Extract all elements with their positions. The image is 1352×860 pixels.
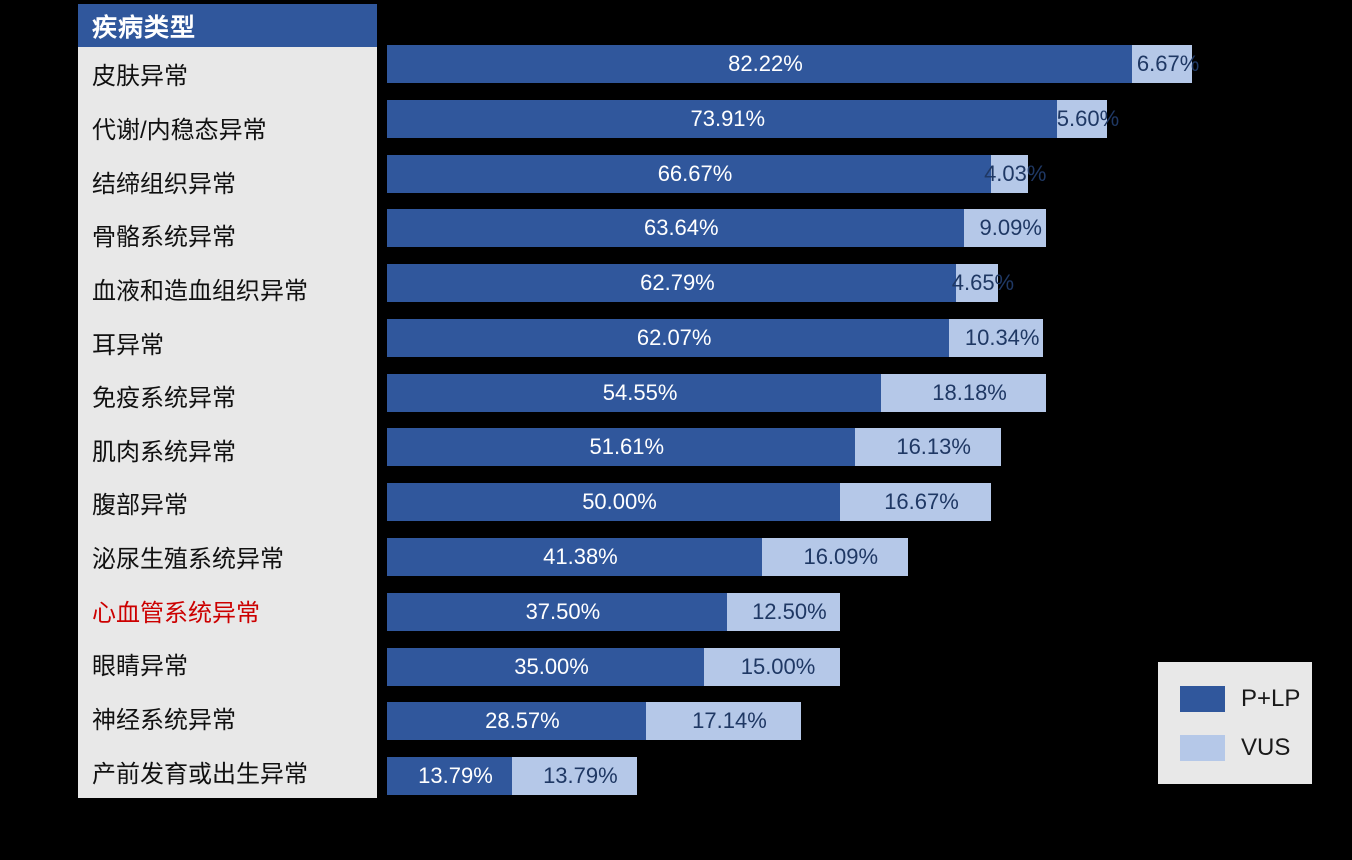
category-label: 产前发育或出生异常 [92,760,308,788]
bars-area: 82.22% 6.67% 73.91% 5.60% 66.67% 4.03% 63.64% 9… [387,45,1293,812]
bar-segment-P+LP: 13.79% [387,757,512,796]
value-label-P+LP: 28.57% [485,708,560,734]
bar-row: 66.67% 4.03% [387,154,1293,210]
value-label-VUS: 6.67% [1136,51,1200,76]
bar-segment-VUS: 9.09% [963,209,1046,248]
category-label: 代谢/内稳态异常 [92,116,267,144]
value-label-VUS: 16.13% [896,434,971,460]
value-label-P+LP: 73.91% [690,105,766,131]
bar-row: 37.50% 12.50% [387,592,1293,648]
bar-row: 62.79% 4.65% [387,264,1293,319]
legend-label-vus: VUS [1241,733,1291,761]
bar-segment-P+LP: 73.91% [387,99,1057,138]
bar-segment-P+LP: 51.61% [387,428,855,467]
bar-segment-P+LP: 62.79% [387,264,956,303]
plp-swatch-icon [1180,685,1225,712]
category-label: 神经系统异常 [92,707,236,734]
bar-segment-P+LP: 63.64% [387,209,964,248]
bar-row: 54.55% 18.18% [387,373,1293,429]
value-label-P+LP: 82.22% [728,51,803,76]
bar-segment-P+LP: 37.50% [387,592,727,631]
value-label-VUS: 13.79% [543,763,618,789]
legend-entry-vus: VUS [1180,734,1312,762]
vus-swatch-icon [1180,734,1225,761]
bar-segment-P+LP: 62.07% [387,318,950,357]
bar-row: 28.57% 17.14% [387,702,1293,757]
value-label-P+LP: 35.00% [514,653,589,679]
legend: P+LP VUS [1158,662,1312,784]
bar-segment-VUS: 18.18% [881,373,1046,412]
value-label-VUS: 16.09% [803,544,879,570]
value-label-P+LP: 13.79% [418,763,493,789]
category-label: 结缔组织异常 [92,170,236,198]
value-label-VUS: 5.60% [1056,105,1120,131]
bar-row: 62.07% 10.34% [387,318,1293,374]
value-label-P+LP: 62.07% [636,324,712,350]
category-label: 肌肉系统异常 [92,438,236,466]
bar-segment-P+LP: 50.00% [387,483,840,522]
value-label-VUS: 15.00% [740,653,816,679]
bar-segment-VUS: 4.65% [952,264,1014,303]
category-label: 耳异常 [92,331,164,359]
category-label: 血液和造血组织异常 [92,277,308,305]
value-label-P+LP: 41.38% [543,544,618,570]
bar-segment-VUS: 12.50% [726,592,840,631]
category-label: 泌尿生殖系统异常 [92,546,284,574]
bar-row: 63.64% 9.09% [387,209,1293,264]
bar-row: 13.79% 13.79% [387,757,1293,812]
category-label: 骨骼系统异常 [92,224,236,252]
bar-segment-VUS: 4.03% [984,154,1046,193]
bar-segment-VUS: 15.00% [704,647,840,686]
bar-row: 41.38% 16.09% [387,538,1293,593]
category-table: 疾病类型 皮肤异常代谢/内稳态异常 结缔组织异常 骨骼系统异常血液和造血组织异常 耳异… [78,4,377,798]
bar-row: 51.61% 16.13% [387,428,1293,483]
bar-segment-VUS: 10.34% [949,318,1044,357]
bar-segment-VUS: 17.14% [645,702,802,741]
bar-segment-VUS: 16.09% [761,538,908,577]
value-label-P+LP: 54.55% [602,379,678,405]
category-label: 免疫系统异常 [92,385,236,413]
bar-segment-P+LP: 35.00% [387,647,705,686]
category-label: 心血管系统异常 [92,599,260,627]
bar-segment-P+LP: 82.22% [387,45,1132,83]
bar-segment-P+LP: 66.67% [387,154,992,193]
bar-row: 35.00% 15.00% [387,647,1293,703]
category-table-header: 疾病类型 [78,4,377,47]
value-label-VUS: 10.34% [964,324,1040,350]
value-label-VUS: 12.50% [752,598,827,624]
category-label: 眼睛异常 [92,653,188,681]
value-label-P+LP: 62.79% [640,270,715,296]
bar-row: 73.91% 5.60% [387,99,1293,155]
bar-segment-VUS: 16.67% [840,483,992,522]
bar-segment-VUS: 13.79% [511,757,637,796]
category-label: 皮肤异常 [92,63,188,91]
legend-entry-plp: P+LP [1180,685,1312,713]
bar-segment-VUS: 6.67% [1131,45,1199,83]
chart-title: 疾病类型 [92,13,197,42]
value-label-P+LP: 63.64% [643,215,719,241]
sidebar-rows: 皮肤异常代谢/内稳态异常 结缔组织异常 骨骼系统异常血液和造血组织异常 耳异常免疫系统… [78,47,377,798]
value-label-VUS: 18.18% [932,379,1007,405]
value-label-VUS: 9.09% [979,215,1042,241]
bar-row: 50.00% 16.67% [387,483,1293,538]
bar-segment-P+LP: 41.38% [387,538,762,577]
legend-label-plp: P+LP [1241,684,1301,712]
value-label-P+LP: 66.67% [657,160,733,186]
bar-segment-P+LP: 28.57% [387,702,646,741]
value-label-VUS: 4.65% [951,270,1015,296]
bar-row: 82.22% 6.67% [387,45,1293,100]
bar-segment-VUS: 16.13% [854,428,1001,467]
bar-segment-VUS: 5.60% [1056,99,1119,138]
value-label-VUS: 4.03% [984,160,1047,186]
value-label-VUS: 17.14% [692,708,767,734]
value-label-P+LP: 51.61% [589,434,665,460]
bar-segment-P+LP: 54.55% [387,373,882,412]
category-label: 腹部异常 [92,492,188,520]
value-label-P+LP: 50.00% [582,489,657,515]
value-label-P+LP: 37.50% [525,598,601,624]
value-label-VUS: 16.67% [884,489,959,515]
